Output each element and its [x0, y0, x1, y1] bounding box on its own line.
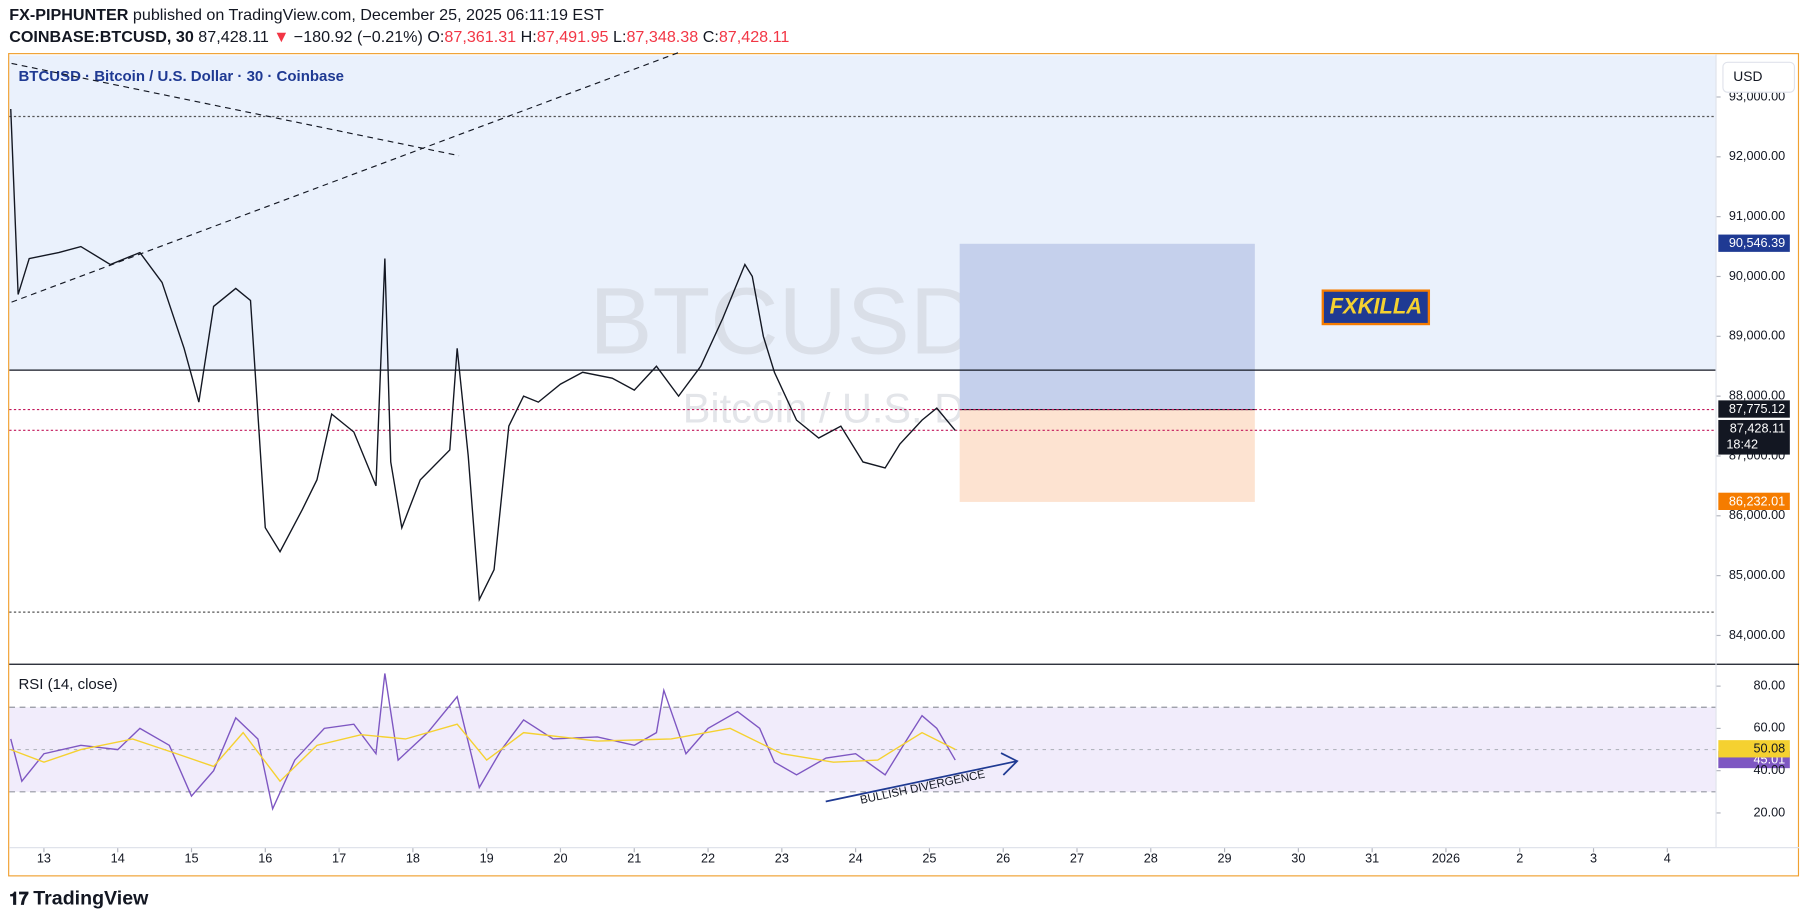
header-line-1: FX-PIPHUNTER published on TradingView.co…	[9, 6, 604, 24]
x-tick-label: 21	[627, 851, 641, 865]
y-tick-label: 92,000.00	[1729, 149, 1785, 163]
chart-legend-title: BTCUSD · Bitcoin / U.S. Dollar · 30 · Co…	[18, 68, 344, 85]
change-arrow: ▼	[273, 28, 289, 46]
symbol: COINBASE:BTCUSD, 30	[9, 28, 194, 46]
x-tick-label: 29	[1218, 851, 1232, 865]
entry-tag	[1718, 400, 1790, 418]
x-tick-label: 25	[922, 851, 936, 865]
x-tick-label: 28	[1144, 851, 1158, 865]
y-tick-label: 84,000.00	[1729, 628, 1785, 642]
x-tick-label: 20	[553, 851, 567, 865]
divergence-arrow	[825, 752, 1019, 803]
x-tick-label: 22	[701, 851, 715, 865]
y-tick-label: 90,000.00	[1729, 269, 1785, 283]
x-tick-label: 19	[480, 851, 494, 865]
x-tick-label: 14	[111, 851, 125, 865]
o-label: O:	[427, 28, 444, 46]
chart-frame	[8, 53, 1800, 877]
target-label: 90,546.39	[1729, 236, 1785, 250]
x-tick-label: 31	[1365, 851, 1379, 865]
rsi-band	[9, 707, 1717, 792]
last-value-label: 50.08	[1753, 742, 1785, 756]
annotation-box	[1321, 289, 1431, 326]
x-tick-label: 24	[849, 851, 863, 865]
x-tick-label: 27	[1070, 851, 1084, 865]
x-tick-label: 2026	[1432, 851, 1460, 865]
y-tick-label: 87,000.00	[1729, 448, 1785, 462]
x-tick-label: 26	[996, 851, 1010, 865]
y-tick-label: 80.00	[1753, 678, 1785, 692]
h-value: 87,491.95	[537, 28, 609, 46]
header-line-2: COINBASE:BTCUSD, 30 87,428.11 ▼ −180.92 …	[9, 28, 789, 46]
y-tick-label: 40.00	[1753, 763, 1785, 777]
profit-zone	[959, 243, 1255, 410]
trend-line	[11, 62, 460, 157]
rsi-title: RSI (14, close)	[18, 676, 117, 693]
x-tick-label: 15	[184, 851, 198, 865]
y-tick-label: 20.00	[1753, 805, 1785, 819]
entry-label: 87,775.12	[1729, 402, 1785, 416]
countdown: 18:42	[1726, 438, 1758, 452]
l-value: 87,348.38	[626, 28, 698, 46]
last-price: 87,428.11	[198, 28, 269, 46]
change: −180.92 (−0.21%)	[294, 28, 423, 46]
brand-logo: 𝟏𝟕 TradingView	[9, 888, 149, 910]
loss-zone	[959, 409, 1255, 502]
stop-label: 86,232.01	[1729, 494, 1785, 508]
trend-line	[11, 51, 681, 303]
rsi-line	[10, 723, 956, 783]
y-tick-label: 89,000.00	[1729, 329, 1785, 343]
publisher: FX-PIPHUNTER	[9, 6, 129, 24]
zone	[9, 55, 1717, 371]
x-tick-label: 13	[37, 851, 51, 865]
y-tick-label: 93,000.00	[1729, 89, 1785, 103]
y-tick-label: 88,000.00	[1729, 388, 1785, 402]
y-tick-label: 91,000.00	[1729, 209, 1785, 223]
last-price-label: 87,428.11	[1730, 422, 1785, 436]
l-label: L:	[613, 28, 626, 46]
o-value: 87,361.31	[444, 28, 516, 46]
x-tick-label: 2	[1516, 851, 1523, 865]
x-tick-label: 23	[775, 851, 789, 865]
last-price-tag	[1718, 419, 1790, 455]
stop-tag	[1718, 492, 1790, 510]
published: published on TradingView.com, December 2…	[133, 6, 604, 24]
y-tick-label: 86,000.00	[1729, 508, 1785, 522]
last-value-tag	[1718, 740, 1790, 758]
x-tick-label: 4	[1664, 851, 1671, 865]
currency-label: USD	[1733, 68, 1762, 84]
brand-name: TradingView	[33, 888, 149, 910]
x-tick-label: 18	[406, 851, 420, 865]
y-tick-label: 85,000.00	[1729, 568, 1785, 582]
annotation: FXKILLA	[1330, 294, 1422, 319]
y-tick-label: 60.00	[1753, 721, 1785, 735]
x-tick-label: 16	[258, 851, 272, 865]
x-tick-label: 3	[1590, 851, 1597, 865]
price-line	[10, 108, 956, 603]
h-label: H:	[521, 28, 537, 46]
c-label: C:	[703, 28, 719, 46]
rsi-line	[10, 673, 956, 811]
chart-layer: 87,428.11 18:42 84,000.00 85,000.00 86,000.0…	[9, 68, 1790, 865]
currency-button[interactable]	[1722, 61, 1796, 93]
target-tag	[1718, 234, 1790, 252]
x-tick-label: 30	[1291, 851, 1305, 865]
c-value: 87,428.11	[719, 28, 790, 46]
x-tick-label: 17	[332, 851, 346, 865]
